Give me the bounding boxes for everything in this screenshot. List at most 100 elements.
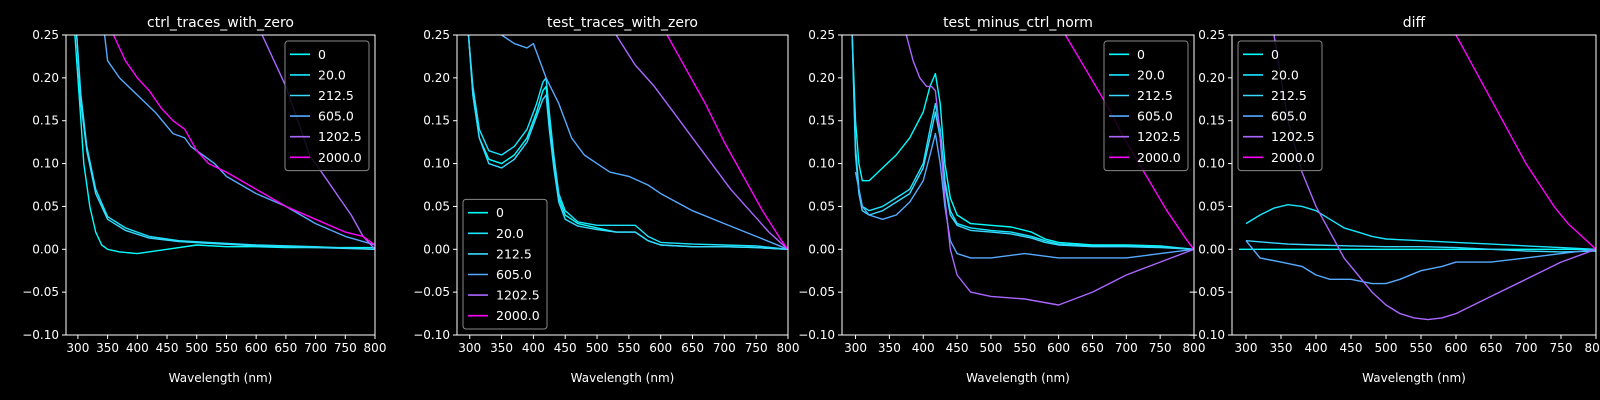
panel-title: diff bbox=[1403, 15, 1426, 31]
legend-label: 2000.0 bbox=[1137, 150, 1181, 165]
series-line-1202-5 bbox=[615, 35, 788, 250]
panel-ctrl-traces-with-zero: ctrl_traces_with_zero Wavelength (nm) 30… bbox=[22, 15, 386, 385]
x-tick-label: 550 bbox=[215, 341, 238, 355]
panel-test-traces-with-zero: test_traces_with_zero Wavelength (nm) 30… bbox=[413, 15, 799, 385]
axes-frame bbox=[841, 34, 1195, 336]
series-line-1202-5 bbox=[905, 35, 1194, 306]
x-tick-label: 600 bbox=[649, 341, 672, 355]
y-tick-label: 0.25 bbox=[32, 28, 59, 42]
legend-label: 1202.5 bbox=[318, 129, 362, 144]
series-line-0 bbox=[74, 35, 375, 255]
legend-label: 20.0 bbox=[1137, 67, 1165, 82]
y-tick-label: 0.05 bbox=[423, 199, 450, 213]
y-tick-label: −0.10 bbox=[798, 328, 835, 342]
y-tick-label: −0.05 bbox=[1188, 285, 1225, 299]
panel-title: test_minus_ctrl_norm bbox=[943, 15, 1093, 31]
legend-label: 0 bbox=[496, 205, 504, 220]
x-tick-label: 400 bbox=[522, 341, 545, 355]
legend-box bbox=[284, 40, 370, 172]
legend: 0 20.0 212.5 605.0 1202.5 2000.0 bbox=[1237, 40, 1323, 172]
legend-label: 605.0 bbox=[1271, 109, 1307, 124]
y-tick-label: 0.00 bbox=[423, 242, 450, 256]
legend-label: 0 bbox=[1271, 47, 1279, 62]
x-tick-label: 300 bbox=[844, 341, 867, 355]
legend-label: 212.5 bbox=[1271, 88, 1307, 103]
x-tick-label: 350 bbox=[96, 341, 119, 355]
legend-label: 605.0 bbox=[496, 267, 532, 282]
series-line-212-5 bbox=[1245, 240, 1596, 253]
y-tick-label: 0.25 bbox=[1198, 28, 1225, 42]
series-line-20-0 bbox=[467, 35, 788, 250]
x-tick-label: 550 bbox=[1013, 341, 1036, 355]
series-line-20-0 bbox=[1245, 203, 1596, 250]
legend-label: 1202.5 bbox=[496, 288, 540, 303]
legend-label: 605.0 bbox=[1137, 109, 1173, 124]
x-tick-label: 650 bbox=[681, 341, 704, 355]
x-tick-label: 300 bbox=[458, 341, 481, 355]
legend-label: 20.0 bbox=[496, 226, 524, 241]
y-tick-label: −0.10 bbox=[1188, 328, 1225, 342]
series-line-2000-0 bbox=[666, 35, 788, 250]
y-tick-label: −0.05 bbox=[413, 285, 450, 299]
x-tick-label: 450 bbox=[1340, 341, 1363, 355]
y-tick-label: −0.10 bbox=[22, 328, 59, 342]
legend-label: 212.5 bbox=[496, 246, 532, 261]
x-tick-label: 750 bbox=[334, 341, 357, 355]
series-line-2000-0 bbox=[1455, 35, 1596, 250]
x-tick-label: 700 bbox=[1515, 341, 1538, 355]
legend-label: 605.0 bbox=[318, 109, 354, 124]
y-tick-label: 0.15 bbox=[1198, 114, 1225, 128]
x-tick-label: 600 bbox=[1445, 341, 1468, 355]
x-tick-label: 450 bbox=[946, 341, 969, 355]
x-tick-label: 400 bbox=[126, 341, 149, 355]
x-tick-label: 400 bbox=[912, 341, 935, 355]
x-axis-label: Wavelength (nm) bbox=[966, 371, 1070, 385]
axes-frame bbox=[65, 34, 376, 336]
x-tick-label: 800 bbox=[1183, 341, 1206, 355]
panel-test-minus-ctrl-norm: test_minus_ctrl_norm Wavelength (nm) 300… bbox=[798, 15, 1205, 385]
axes-frame bbox=[456, 34, 789, 336]
series-line-605-0 bbox=[1245, 240, 1596, 285]
y-tick-label: 0.05 bbox=[1198, 199, 1225, 213]
x-tick-label: 800 bbox=[777, 341, 800, 355]
x-tick-label: 750 bbox=[1149, 341, 1172, 355]
series-group bbox=[851, 35, 1194, 306]
series-line-605-0 bbox=[854, 132, 1194, 259]
x-tick-label: 400 bbox=[1305, 341, 1328, 355]
legend-box bbox=[462, 198, 548, 330]
x-tick-label: 550 bbox=[1410, 341, 1433, 355]
legend-label: 1202.5 bbox=[1137, 129, 1181, 144]
legend-label: 212.5 bbox=[1137, 88, 1173, 103]
y-tick-label: −0.05 bbox=[798, 285, 835, 299]
legend-box bbox=[1103, 40, 1189, 172]
legend-label: 20.0 bbox=[1271, 67, 1299, 82]
series-group bbox=[467, 35, 788, 250]
series-line-2000-0 bbox=[112, 35, 375, 246]
x-tick-label: 500 bbox=[586, 341, 609, 355]
x-axis-label: Wavelength (nm) bbox=[169, 371, 273, 385]
series-line-605-0 bbox=[501, 35, 788, 250]
x-axis-label: Wavelength (nm) bbox=[1362, 371, 1466, 385]
y-tick-label: 0.00 bbox=[1198, 242, 1225, 256]
x-tick-label: 350 bbox=[878, 341, 901, 355]
x-tick-label: 650 bbox=[1480, 341, 1503, 355]
y-tick-label: 0.20 bbox=[1198, 71, 1225, 85]
legend: 0 20.0 212.5 605.0 1202.5 2000.0 bbox=[462, 198, 548, 330]
series-line-212-5 bbox=[467, 35, 788, 250]
legend-label: 2000.0 bbox=[318, 150, 362, 165]
x-tick-label: 600 bbox=[245, 341, 268, 355]
y-tick-label: −0.10 bbox=[413, 328, 450, 342]
legend-label: 0 bbox=[318, 47, 326, 62]
y-tick-label: 0.25 bbox=[808, 28, 835, 42]
y-tick-label: 0.25 bbox=[423, 28, 450, 42]
y-tick-label: −0.05 bbox=[22, 285, 59, 299]
x-tick-label: 650 bbox=[1081, 341, 1104, 355]
legend-label: 2000.0 bbox=[1271, 150, 1315, 165]
series-line-0 bbox=[851, 35, 1194, 250]
y-tick-label: 0.10 bbox=[32, 157, 59, 171]
x-tick-label: 700 bbox=[713, 341, 736, 355]
x-tick-label: 300 bbox=[1235, 341, 1258, 355]
x-tick-label: 350 bbox=[490, 341, 513, 355]
